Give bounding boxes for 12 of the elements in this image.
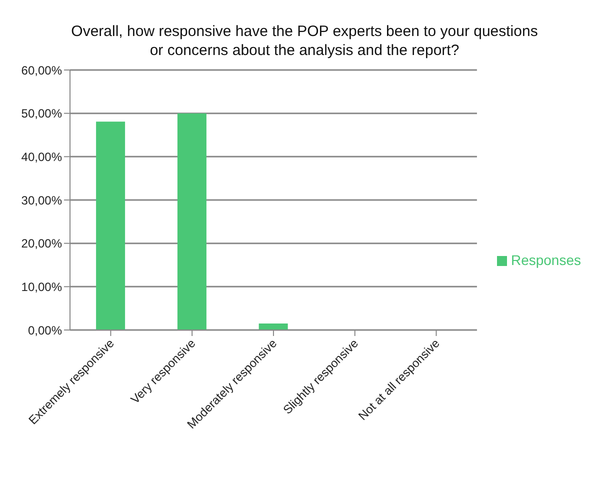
bar <box>177 113 206 330</box>
y-tick-label: 40,00% <box>21 150 62 164</box>
y-tick-label: 30,00% <box>21 193 62 208</box>
bar <box>96 122 126 330</box>
bar <box>258 324 288 330</box>
y-tick-label: 50,00% <box>21 106 62 121</box>
legend-label: Responses <box>510 252 581 268</box>
y-tick-label: 60,00% <box>21 63 62 78</box>
y-tick-label: 10,00% <box>21 280 62 294</box>
chart-title: Overall, how responsive have the POP experts been to your questions or concerns about the analysis and the report? <box>70 22 539 60</box>
y-tick-label: 0,00% <box>28 323 62 338</box>
y-tick-label: 20,00% <box>21 236 62 251</box>
